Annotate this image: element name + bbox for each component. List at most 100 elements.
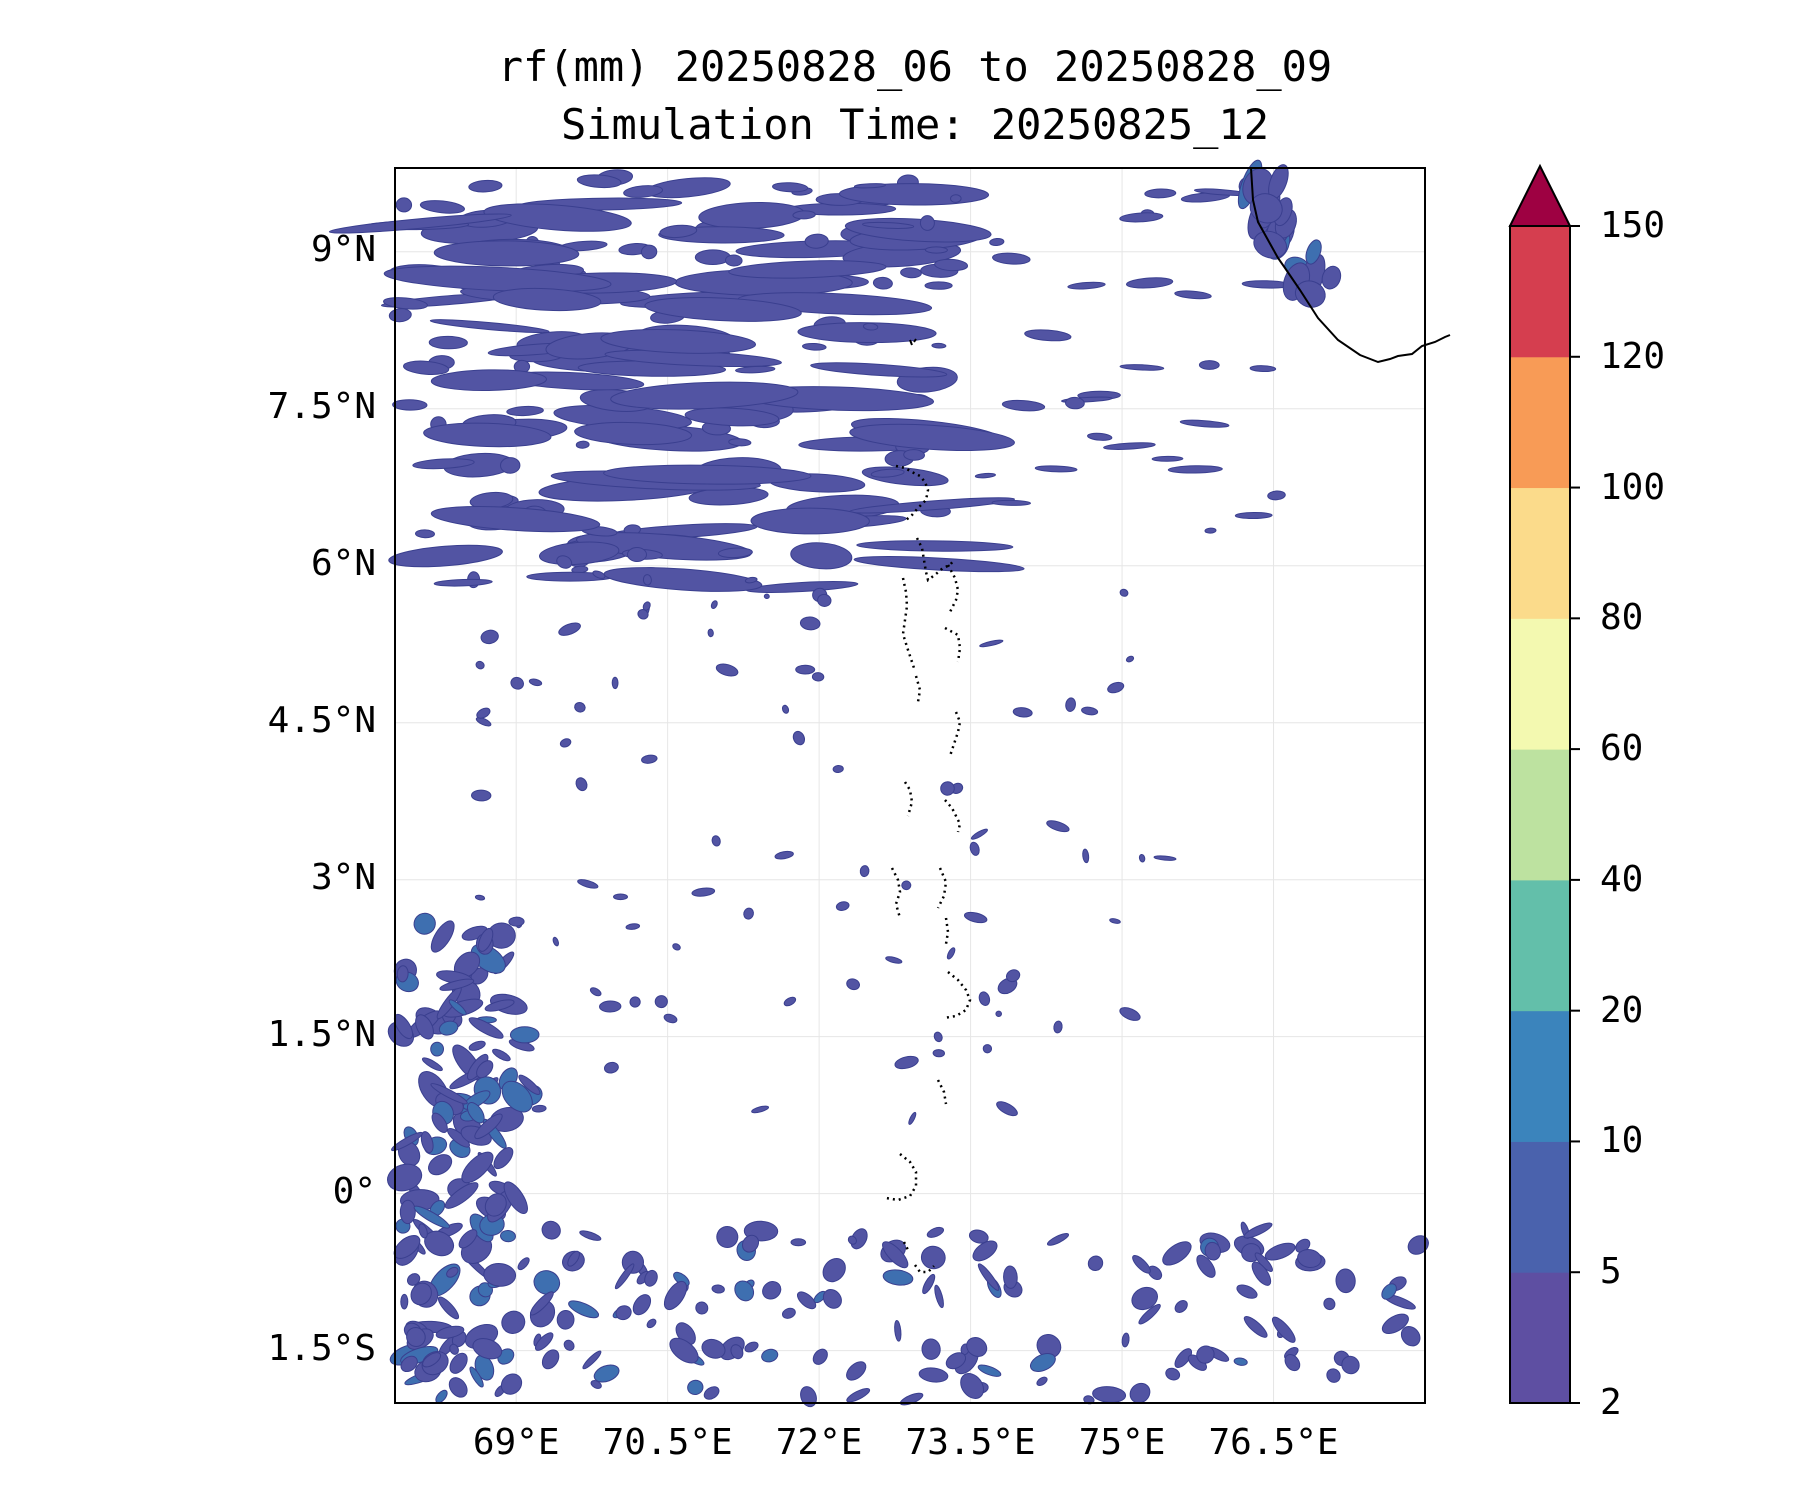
rainfall-patch bbox=[415, 1014, 434, 1040]
lat-tick-label: 1.5°N bbox=[267, 1013, 376, 1055]
rainfall-patch bbox=[603, 464, 812, 485]
rainfall-patch bbox=[1297, 1248, 1322, 1269]
rainfall-patch bbox=[406, 1273, 421, 1286]
rainfall-patch bbox=[797, 322, 937, 344]
rainfall-patch bbox=[629, 996, 641, 1008]
rainfall-patch bbox=[468, 1017, 504, 1039]
rainfall-patch bbox=[1204, 527, 1217, 534]
colorbar-segment bbox=[1510, 1272, 1570, 1404]
rainfall-patch bbox=[610, 381, 799, 410]
rainfall-patch bbox=[963, 911, 988, 924]
rainfall-patch bbox=[466, 1102, 485, 1124]
rainfall-patch bbox=[1179, 419, 1230, 428]
rainfall-patch bbox=[1243, 1315, 1268, 1338]
rainfall-patch bbox=[995, 1010, 1003, 1018]
map-frame bbox=[394, 167, 1426, 1404]
colorbar bbox=[1508, 163, 1580, 1404]
rainfall-patch bbox=[751, 1105, 770, 1114]
rainfall-patch bbox=[410, 1282, 432, 1306]
rainfall-patch bbox=[781, 704, 790, 714]
lon-tick-label: 75°E bbox=[1078, 1422, 1166, 1463]
lon-tick-label: 73.5°E bbox=[905, 1422, 1036, 1463]
rainfall-patch bbox=[862, 221, 915, 229]
rainfall-patch bbox=[822, 1257, 846, 1283]
lon-tick-label: 70.5°E bbox=[602, 1422, 733, 1463]
rainfall-patch bbox=[501, 1080, 533, 1113]
rainfall-patch bbox=[1119, 1007, 1141, 1021]
rainfall-patch bbox=[568, 1300, 600, 1319]
rainfall-patch bbox=[393, 1013, 414, 1040]
rainfall-patch bbox=[846, 978, 860, 991]
rainfall-patch bbox=[469, 1366, 484, 1388]
rainfall-patch bbox=[471, 789, 492, 802]
rainfall-patch bbox=[1081, 706, 1099, 716]
rainfall-patch bbox=[921, 1338, 941, 1360]
rainfall-patch bbox=[989, 237, 1005, 247]
rainfall-patch bbox=[392, 399, 428, 411]
rainfall-patch bbox=[931, 342, 947, 349]
rainfall-patch bbox=[400, 1355, 418, 1373]
rainfall-patch bbox=[1125, 655, 1135, 663]
rainfall-patch bbox=[468, 1040, 486, 1051]
rainfall-patch bbox=[517, 1257, 530, 1271]
rainfall-patch bbox=[701, 1338, 726, 1359]
colorbar-segment bbox=[1510, 1141, 1570, 1273]
rainfall-patch bbox=[933, 1031, 943, 1043]
rainfall-patch bbox=[1119, 364, 1165, 371]
rainfall-patch bbox=[468, 179, 503, 193]
rainfall-patch bbox=[1144, 188, 1177, 199]
rainfall-patch bbox=[1198, 360, 1220, 370]
rainfall-patch bbox=[811, 672, 825, 682]
rainfall-patch bbox=[991, 499, 1031, 506]
rainfall-patch bbox=[437, 1296, 460, 1320]
rainfall-patch bbox=[500, 1229, 516, 1243]
rainfall-patch bbox=[762, 1281, 782, 1300]
rainfall-patch bbox=[510, 676, 524, 690]
rainfall-patch bbox=[593, 1364, 620, 1383]
rainfall-patch bbox=[603, 1061, 619, 1074]
rainfall-patch bbox=[539, 541, 620, 566]
rainfall-patch bbox=[518, 1074, 541, 1095]
rainfall-patch bbox=[611, 676, 619, 690]
rainfall-patch bbox=[1024, 329, 1072, 342]
colorbar-label: 5 bbox=[1600, 1251, 1622, 1293]
rainfall-patch bbox=[577, 879, 599, 889]
rainfall-patch bbox=[1341, 1355, 1360, 1375]
rainfall-patch bbox=[475, 660, 485, 670]
rainfall-patch bbox=[926, 1226, 945, 1238]
rainfall-patch bbox=[1012, 707, 1033, 718]
rainfall-patch bbox=[810, 362, 948, 378]
rainfall-patch bbox=[922, 1273, 936, 1295]
rainfall-patch bbox=[534, 1332, 554, 1351]
rainfall-patch bbox=[932, 1049, 945, 1058]
rainfall-patch bbox=[1138, 1303, 1161, 1325]
rainfall-patch bbox=[614, 1263, 635, 1290]
rainfall-patch bbox=[472, 1337, 503, 1360]
rainfall-patch bbox=[792, 210, 816, 220]
rainfall-patch bbox=[972, 1240, 998, 1262]
rainfall-patch bbox=[420, 1131, 434, 1154]
rainfall-patch bbox=[1264, 1242, 1296, 1261]
rainfall-patch bbox=[1249, 365, 1277, 373]
rainfall-patch bbox=[802, 342, 827, 351]
colorbar-label: 2 bbox=[1600, 1382, 1622, 1423]
rainfall-patch bbox=[1294, 280, 1326, 308]
rainfall-patch bbox=[979, 639, 1004, 648]
rainfall-patch bbox=[946, 947, 956, 960]
rainfall-patch bbox=[395, 197, 413, 213]
rainfall-patch bbox=[711, 835, 721, 847]
rainfall-patch bbox=[1233, 1357, 1248, 1366]
rainfall-patch bbox=[558, 622, 581, 636]
rainfall-patch bbox=[492, 287, 602, 312]
rainfall-patch bbox=[1109, 918, 1121, 924]
rainfall-patch bbox=[799, 616, 821, 631]
rainfall-patch bbox=[418, 1223, 428, 1239]
rainfall-patch bbox=[644, 1269, 658, 1287]
rainfall-patch bbox=[1196, 1254, 1216, 1278]
rainfall-patch bbox=[474, 1113, 503, 1140]
rainfall-patch bbox=[744, 576, 758, 584]
rainfall-patch bbox=[433, 240, 580, 267]
rainfall-patch bbox=[800, 1386, 817, 1408]
lon-tick-label: 76.5°E bbox=[1208, 1422, 1339, 1463]
colorbar-label: 40 bbox=[1600, 858, 1644, 900]
